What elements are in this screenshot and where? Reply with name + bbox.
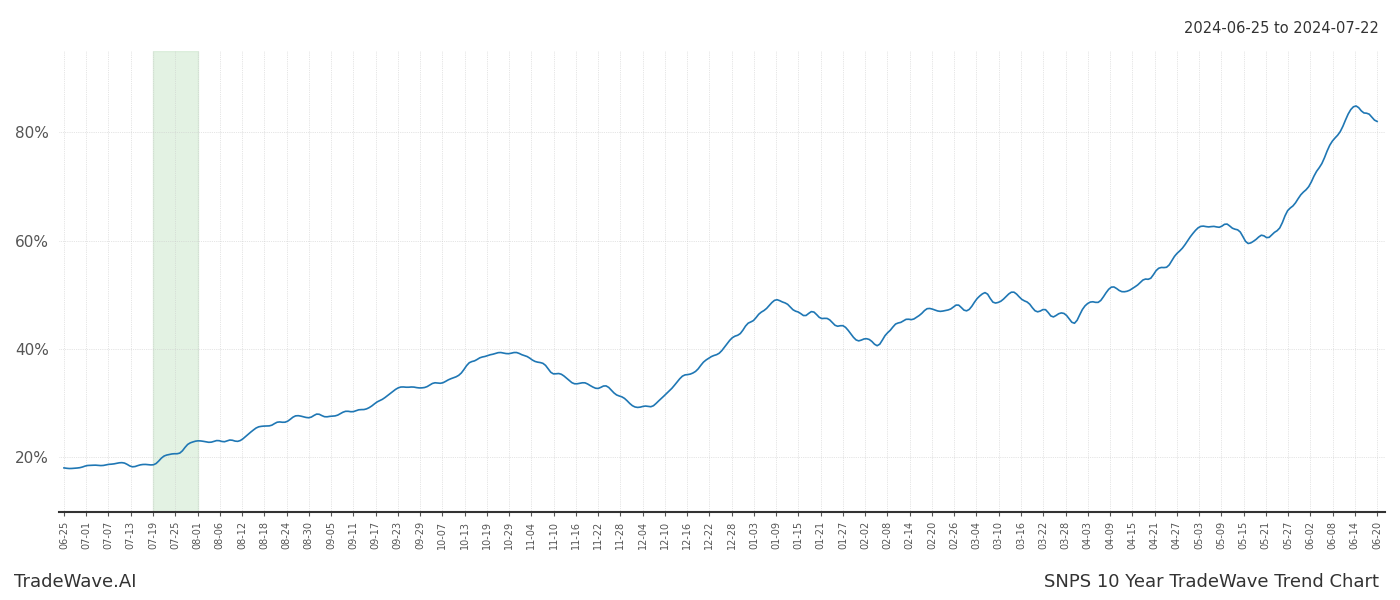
Bar bbox=[153, 51, 197, 512]
Text: SNPS 10 Year TradeWave Trend Chart: SNPS 10 Year TradeWave Trend Chart bbox=[1044, 573, 1379, 591]
Text: 2024-06-25 to 2024-07-22: 2024-06-25 to 2024-07-22 bbox=[1184, 21, 1379, 36]
Text: TradeWave.AI: TradeWave.AI bbox=[14, 573, 137, 591]
